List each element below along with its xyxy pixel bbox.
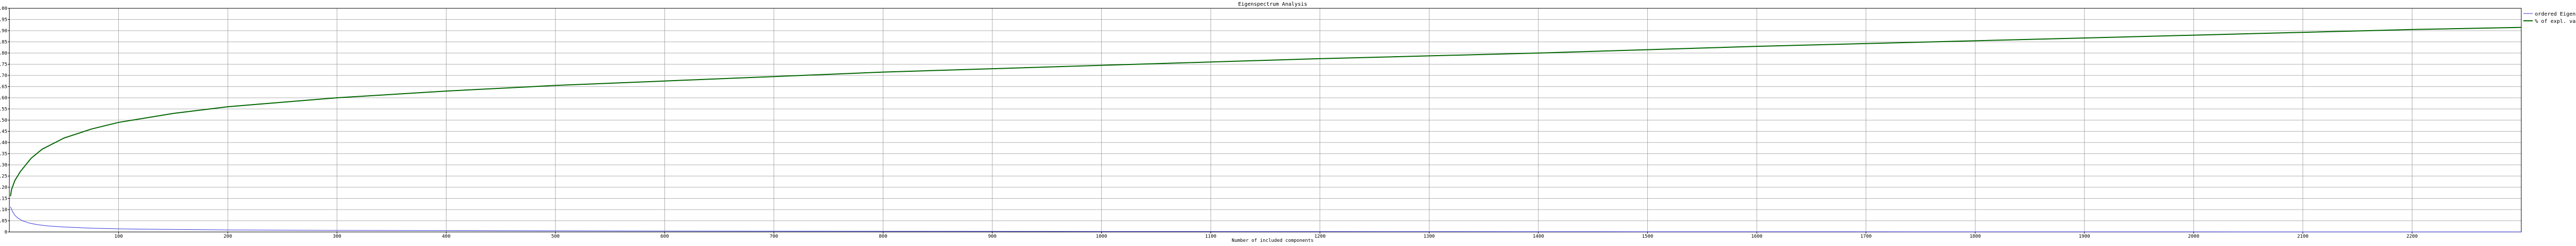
grid-layer (9, 8, 2521, 232)
y-tick-label: 0.95 (0, 18, 7, 23)
x-tick-label: 900 (988, 234, 996, 239)
y-tick-label: 0.10 (0, 208, 7, 213)
y-tick-label: 0.20 (0, 185, 7, 190)
y-tick-label: 0.90 (0, 29, 7, 34)
x-tick-label: 1600 (1751, 234, 1762, 239)
x-tick-label: 600 (660, 234, 669, 239)
x-tick-label: 1200 (1314, 234, 1326, 239)
y-tick-label: 0.25 (0, 174, 7, 179)
y-tick-label: 0.55 (0, 107, 7, 112)
legend-label: ordered Eigenvalues (2535, 11, 2576, 17)
x-axis-title: Number of included components (1231, 238, 1313, 243)
chart-title: Eigenspectrum Analysis (1238, 2, 1307, 7)
y-tick-label: 0.85 (0, 40, 7, 45)
y-tick-label: 0.80 (0, 51, 7, 56)
y-tick-label: 0.75 (0, 62, 7, 68)
y-tick-label: 0.60 (0, 96, 7, 101)
x-tick-label: 2200 (2407, 234, 2418, 239)
explained-variance-line (10, 27, 2522, 197)
y-tick-label: 0.50 (0, 118, 7, 123)
x-tick-label: 200 (224, 234, 232, 239)
y-tick-label: 0.65 (0, 85, 7, 90)
x-tick-label: 700 (770, 234, 778, 239)
x-tick-label: 100 (114, 234, 122, 239)
x-tick-label: 1400 (1533, 234, 1544, 239)
y-tick-label: 0.70 (0, 73, 7, 79)
x-tick-label: 1100 (1205, 234, 1216, 239)
x-tick-label: 2000 (2188, 234, 2199, 239)
eigenvalues-line (10, 206, 2522, 232)
x-tick-label: 1500 (1642, 234, 1654, 239)
x-tick-label: 800 (879, 234, 887, 239)
legend-label: % of expl. variance (2535, 19, 2576, 24)
x-tick-label: 1800 (1969, 234, 1981, 239)
y-tick-label: 0.05 (0, 219, 7, 224)
y-tick-label: 0.15 (0, 197, 7, 202)
series-layer (10, 27, 2522, 232)
legend: ordered Eigenvalues % of expl. variance (2523, 11, 2576, 24)
x-tick-label: 1700 (1860, 234, 1872, 239)
y-tick-label: 0.30 (0, 163, 7, 168)
y-tick-label: 1.00 (0, 6, 7, 11)
x-tick-label: 300 (333, 234, 341, 239)
x-tick-label: 400 (442, 234, 450, 239)
y-tick-label: 0.35 (0, 152, 7, 157)
x-tick-label: 1300 (1424, 234, 1435, 239)
x-tick-label: 2100 (2297, 234, 2309, 239)
y-tick-label: 0 (5, 230, 7, 235)
y-tick-label: 0.45 (0, 130, 7, 135)
x-tick-label: 1900 (2079, 234, 2090, 239)
y-tick-label: 0.40 (0, 140, 7, 146)
x-tick-label: 1000 (1096, 234, 1107, 239)
x-axis-ticks: 100 200 300 400 500 600 700 800 900 1000 1100 1200 1… (114, 232, 2418, 239)
y-axis-ticks: 0 0.05 0.10 0.15 0.20 0.25 0.30 0.35 0.40 0.45 0.5… (0, 6, 9, 235)
x-tick-label: 500 (551, 234, 560, 239)
